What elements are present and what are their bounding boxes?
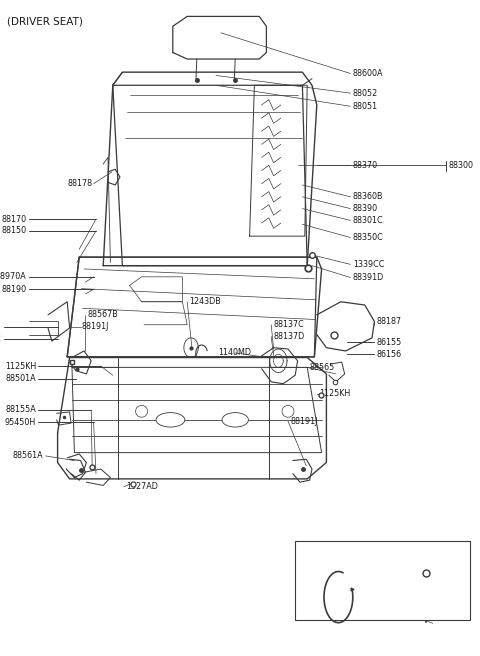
Text: 1327AD: 1327AD bbox=[126, 482, 158, 491]
Text: 88390: 88390 bbox=[353, 204, 378, 213]
Text: 1125KH: 1125KH bbox=[319, 389, 350, 398]
Text: 88137D: 88137D bbox=[274, 332, 305, 341]
Text: 1140MD: 1140MD bbox=[218, 348, 252, 358]
Text: 88970A: 88970A bbox=[0, 272, 26, 281]
Text: 1339CC: 1339CC bbox=[353, 260, 384, 269]
Text: 1125KH: 1125KH bbox=[5, 361, 36, 371]
Text: 88391D: 88391D bbox=[353, 273, 384, 282]
Text: 88190: 88190 bbox=[1, 285, 26, 294]
Text: 88301C: 88301C bbox=[353, 216, 384, 225]
Text: 88100B: 88100B bbox=[0, 322, 1, 331]
Text: 1249GB: 1249GB bbox=[410, 553, 442, 562]
Ellipse shape bbox=[156, 413, 185, 427]
Text: 88565: 88565 bbox=[310, 363, 335, 372]
Text: 88627: 88627 bbox=[326, 553, 351, 562]
Text: 88155A: 88155A bbox=[5, 405, 36, 415]
Text: 88052: 88052 bbox=[353, 89, 378, 98]
Text: 88051: 88051 bbox=[353, 102, 378, 111]
Text: 88300: 88300 bbox=[449, 161, 474, 170]
Ellipse shape bbox=[222, 413, 249, 427]
Text: 88137C: 88137C bbox=[274, 320, 304, 329]
Text: 86156: 86156 bbox=[377, 350, 402, 359]
Text: 88501A: 88501A bbox=[5, 374, 36, 383]
Text: 88600A: 88600A bbox=[353, 69, 384, 78]
Text: 88350C: 88350C bbox=[353, 233, 384, 242]
Text: 95450H: 95450H bbox=[5, 418, 36, 427]
Text: 86155: 86155 bbox=[377, 338, 402, 347]
Text: 88191J: 88191J bbox=[290, 417, 318, 426]
Text: (DRIVER SEAT): (DRIVER SEAT) bbox=[7, 16, 83, 26]
Text: 88187: 88187 bbox=[377, 317, 402, 326]
Ellipse shape bbox=[282, 405, 294, 417]
Text: 1243DB: 1243DB bbox=[190, 297, 221, 306]
Text: 88561A: 88561A bbox=[12, 451, 43, 461]
Text: 88567B: 88567B bbox=[88, 310, 119, 319]
Text: 88150: 88150 bbox=[1, 226, 26, 236]
Text: 88370: 88370 bbox=[353, 161, 378, 170]
Text: 88100C: 88100C bbox=[0, 335, 1, 344]
Text: 88178: 88178 bbox=[67, 179, 92, 188]
Bar bbox=[295, 541, 470, 620]
Text: 88191J: 88191J bbox=[82, 322, 109, 331]
Ellipse shape bbox=[135, 405, 148, 417]
Text: 88170: 88170 bbox=[1, 215, 26, 224]
Text: 88360B: 88360B bbox=[353, 192, 384, 201]
